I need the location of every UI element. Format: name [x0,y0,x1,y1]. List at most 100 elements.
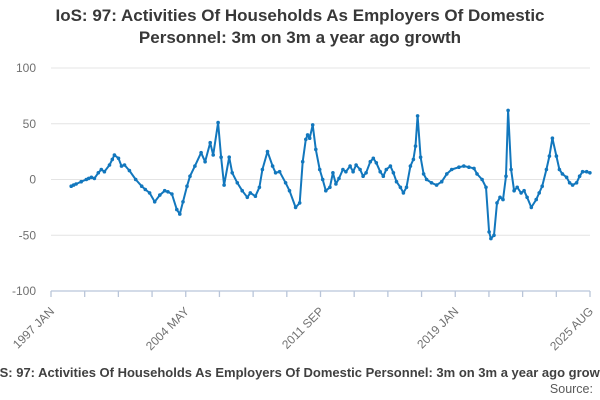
series-point [188,174,192,178]
x-axis-tick-label: 2004 MAY [143,304,192,353]
series-point [270,164,275,168]
series-point [193,164,197,168]
series-point [181,200,185,204]
y-axis-tick-label: 100 [16,61,36,75]
series-point [421,172,426,176]
series-point [554,154,559,158]
series-point [445,172,449,176]
series-point [139,184,144,188]
x-axis-tick-label: 2019 JAN [414,304,461,351]
series-point [525,195,529,200]
series-point [287,188,292,193]
series-point [112,153,117,157]
series-point [351,169,355,174]
series-point [300,159,305,164]
y-axis-tick-label: -100 [12,284,36,298]
series-point [487,230,491,234]
series-point [166,190,170,194]
series-point [89,175,94,180]
series-point [544,167,549,172]
series-point [368,159,373,164]
gridlines-group [51,67,590,236]
series-point [175,207,179,212]
series-point [277,169,282,174]
series-point [143,187,148,192]
series-point [227,155,231,159]
series-point [550,136,555,140]
series-point [122,163,127,167]
series-point [564,175,569,180]
series-line [70,109,591,240]
series-point [574,181,579,185]
series-point [199,150,203,155]
series-point [462,164,466,168]
series-point [506,108,510,113]
series-point [560,172,565,176]
series-point [230,171,234,175]
series-point [509,167,513,172]
series-point [429,181,434,185]
series-point [515,185,519,190]
axis-labels-group: 100 50 0 -50 -100 1997 JAN 2004 MAY 2011 SEP 201… [10,61,596,353]
series-point [534,197,538,202]
series-point [260,167,265,172]
series-point [331,171,335,175]
series-point [557,167,562,172]
series-point [127,168,132,173]
series-point [305,133,310,137]
page-title: IoS: 97: Activities Of Households As Emp… [0,5,600,49]
series-point [570,183,575,187]
series-point [341,167,345,172]
series-point [162,188,167,193]
series-point [245,195,250,200]
series-point [401,191,406,195]
series-point [374,161,379,165]
series-point [439,179,444,184]
series-point [283,181,288,185]
series-point [211,153,215,157]
series-point [449,167,454,172]
series-point [158,193,162,197]
series-point [384,167,389,172]
series-point [358,167,362,172]
series-point [324,188,328,193]
series-point [434,183,439,187]
series-point [107,163,112,167]
series-point [253,194,258,198]
series-point [381,174,386,178]
series-point [361,174,365,178]
series-point [110,157,115,162]
series-point [152,200,157,204]
series-point [297,201,302,205]
series-point [457,165,461,169]
series-point [492,233,496,238]
series-point [219,155,223,159]
series-point [328,185,332,190]
x-axis-tick-label: 1997 JAN [10,304,57,351]
series-point [354,163,358,167]
series-point [116,156,121,161]
series-point [408,164,413,168]
series-point [208,140,212,145]
series-point [413,144,418,148]
series-point [472,166,476,171]
series-point [273,171,278,175]
series-point [522,188,526,193]
series-point [512,188,516,193]
y-axis-tick-label: -50 [19,228,37,242]
series-point [480,177,484,182]
x-axis-tick-label: 2011 SEP [279,304,326,351]
source-label: Source: [549,382,593,396]
series-point [411,157,416,162]
y-axis-tick-label: 0 [29,173,36,187]
series-point [222,183,226,187]
series-point [584,169,589,174]
series-point [304,137,308,142]
series-point [577,174,582,178]
footer-title-text: IoS: 97: Activities Of Households As Emp… [0,365,600,380]
series-point [378,169,383,174]
series-point [388,164,393,168]
series-point [504,174,508,178]
series-point [203,159,207,164]
series-point [348,164,352,168]
